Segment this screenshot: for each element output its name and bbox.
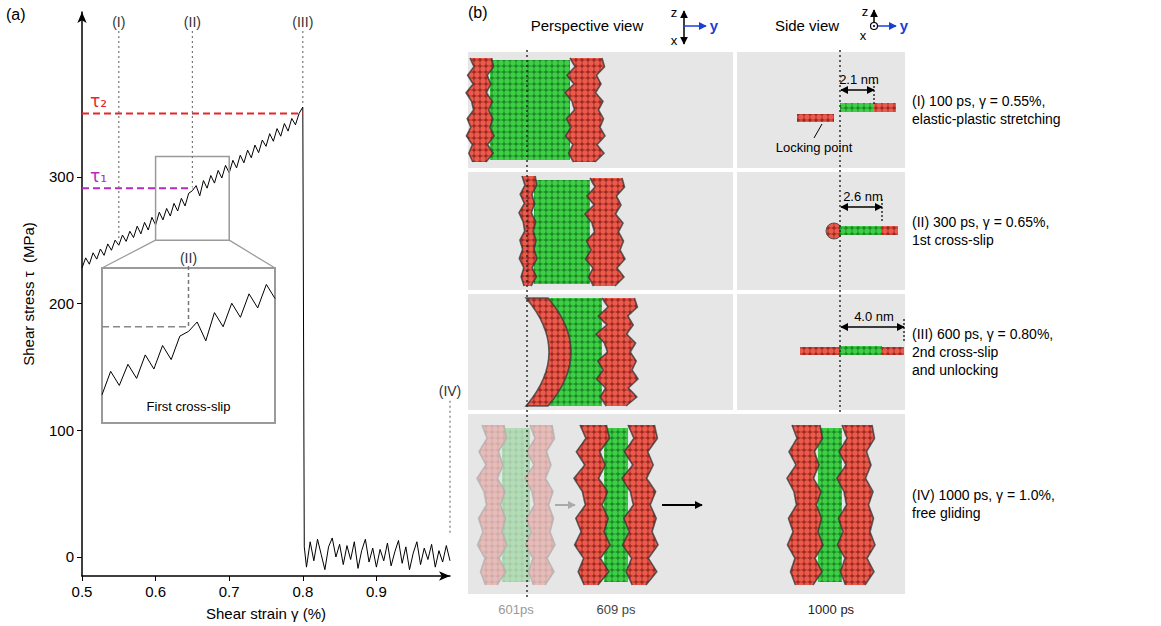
svg-text:2nd cross-slip: 2nd cross-slip: [912, 344, 999, 360]
svg-text:0.5: 0.5: [72, 583, 93, 600]
svg-text:0.8: 0.8: [292, 583, 313, 600]
svg-text:x: x: [671, 33, 678, 48]
svg-text:0.9: 0.9: [366, 583, 387, 600]
svg-text:2.6 nm: 2.6 nm: [843, 189, 883, 204]
svg-text:100: 100: [49, 422, 74, 439]
svg-text:609 ps: 609 ps: [596, 602, 636, 617]
svg-text:(II): (II): [184, 14, 201, 30]
svg-text:Shear stress τ (MPa): Shear stress τ (MPa): [20, 222, 37, 365]
svg-text:z: z: [862, 4, 869, 19]
svg-text:and unlocking: and unlocking: [912, 362, 998, 378]
svg-text:200: 200: [49, 295, 74, 312]
svg-text:(II) 300 ps, γ = 0.65%,: (II) 300 ps, γ = 0.65%,: [912, 214, 1049, 230]
svg-text:(IV) 1000 ps, γ = 1.0%,: (IV) 1000 ps, γ = 1.0%,: [912, 487, 1055, 503]
svg-text:elastic-plastic stretching: elastic-plastic stretching: [912, 111, 1061, 127]
svg-text:601ps: 601ps: [498, 602, 534, 617]
svg-text:z: z: [671, 5, 678, 20]
svg-text:(I): (I): [112, 14, 125, 30]
svg-text:300: 300: [49, 168, 74, 185]
svg-text:0.7: 0.7: [219, 583, 240, 600]
svg-text:(b): (b): [468, 4, 488, 21]
svg-text:1st cross-slip: 1st cross-slip: [912, 232, 994, 248]
svg-text:Shear strain γ (%): Shear strain γ (%): [206, 605, 326, 622]
svg-text:Side view: Side view: [775, 17, 839, 34]
svg-text:0.6: 0.6: [145, 583, 166, 600]
svg-text:x: x: [860, 28, 867, 43]
svg-text:0: 0: [66, 548, 74, 565]
svg-text:Locking point: Locking point: [776, 140, 853, 155]
svg-text:(a): (a): [6, 6, 26, 23]
svg-text:y: y: [710, 17, 719, 34]
svg-text:Perspective view: Perspective view: [531, 17, 644, 34]
svg-text:First cross-slip: First cross-slip: [147, 399, 231, 414]
svg-text:1000 ps: 1000 ps: [808, 602, 855, 617]
svg-text:τ₁: τ₁: [90, 166, 107, 186]
svg-text:(II): (II): [180, 250, 197, 266]
svg-text:(I) 100 ps, γ = 0.55%,: (I) 100 ps, γ = 0.55%,: [912, 93, 1045, 109]
svg-text:y: y: [900, 17, 909, 34]
svg-text:τ₂: τ₂: [90, 91, 107, 111]
svg-text:(IV): (IV): [439, 383, 462, 399]
svg-text:(III): (III): [292, 14, 313, 30]
svg-text:4.0 nm: 4.0 nm: [854, 309, 894, 324]
svg-text:(III) 600 ps, γ = 0.80%,: (III) 600 ps, γ = 0.80%,: [912, 326, 1053, 342]
svg-text:free gliding: free gliding: [912, 505, 981, 521]
svg-text:2.1 nm: 2.1 nm: [839, 72, 879, 87]
